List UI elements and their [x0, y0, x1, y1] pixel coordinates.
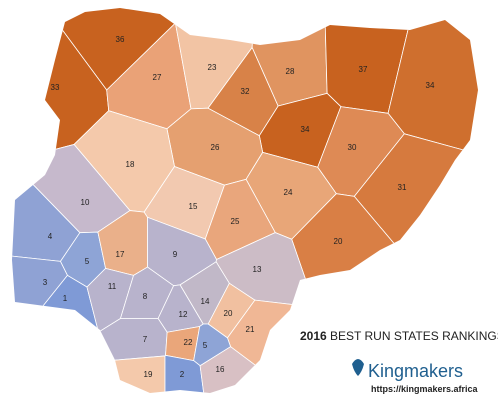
state-rank: 20: [224, 309, 233, 318]
state-rank: 15: [189, 202, 198, 211]
state-rank: 31: [398, 183, 407, 192]
state-rank: 22: [184, 338, 193, 347]
state-rank: 36: [116, 35, 125, 44]
state-rank: 23: [208, 63, 217, 72]
state-rank: 4: [48, 232, 53, 241]
state-rank: 2: [180, 370, 185, 379]
state-rank: 11: [108, 282, 117, 291]
state-rank: 18: [126, 160, 135, 169]
state-rank: 1: [63, 294, 68, 303]
title-text: BEST RUN STATES RANKINGS: [330, 329, 498, 343]
state-rank: 5: [203, 341, 208, 350]
state-rank: 21: [246, 325, 255, 334]
state-region: [193, 323, 232, 367]
state-rank: 5: [85, 257, 90, 266]
state-rank: 9: [173, 250, 178, 259]
state-rank: 34: [426, 81, 435, 90]
state-rank: 10: [81, 198, 90, 207]
state-rank: 34: [301, 125, 310, 134]
state-rank: 7: [143, 335, 148, 344]
state-rank: 8: [143, 292, 148, 301]
url: https://kingmakers.africa: [371, 384, 479, 394]
state-rank: 26: [211, 143, 220, 152]
state-rank: 24: [284, 188, 293, 197]
brand: Kingmakers: [368, 361, 463, 381]
title-year: 2016: [300, 329, 327, 343]
state-rank: 37: [359, 65, 368, 74]
state-rank: 33: [51, 83, 60, 92]
map-title: 2016 BEST RUN STATES RANKINGS: [300, 329, 498, 343]
state-rank: 16: [216, 365, 225, 374]
state-rank: 19: [144, 370, 153, 379]
state-rank: 17: [116, 250, 125, 259]
state-rank: 28: [286, 67, 295, 76]
logo-icon: [352, 359, 364, 376]
state-rank: 27: [153, 73, 162, 82]
state-rank: 14: [201, 297, 210, 306]
state-rank: 30: [348, 143, 357, 152]
state-rank: 32: [241, 87, 250, 96]
state-rank: 12: [179, 310, 188, 319]
logo: Kingmakers https://kingmakers.africa: [352, 359, 479, 394]
state-rank: 3: [43, 278, 48, 287]
state-rank: 20: [334, 237, 343, 246]
state-rank: 25: [231, 217, 240, 226]
state-rank: 13: [253, 265, 262, 274]
